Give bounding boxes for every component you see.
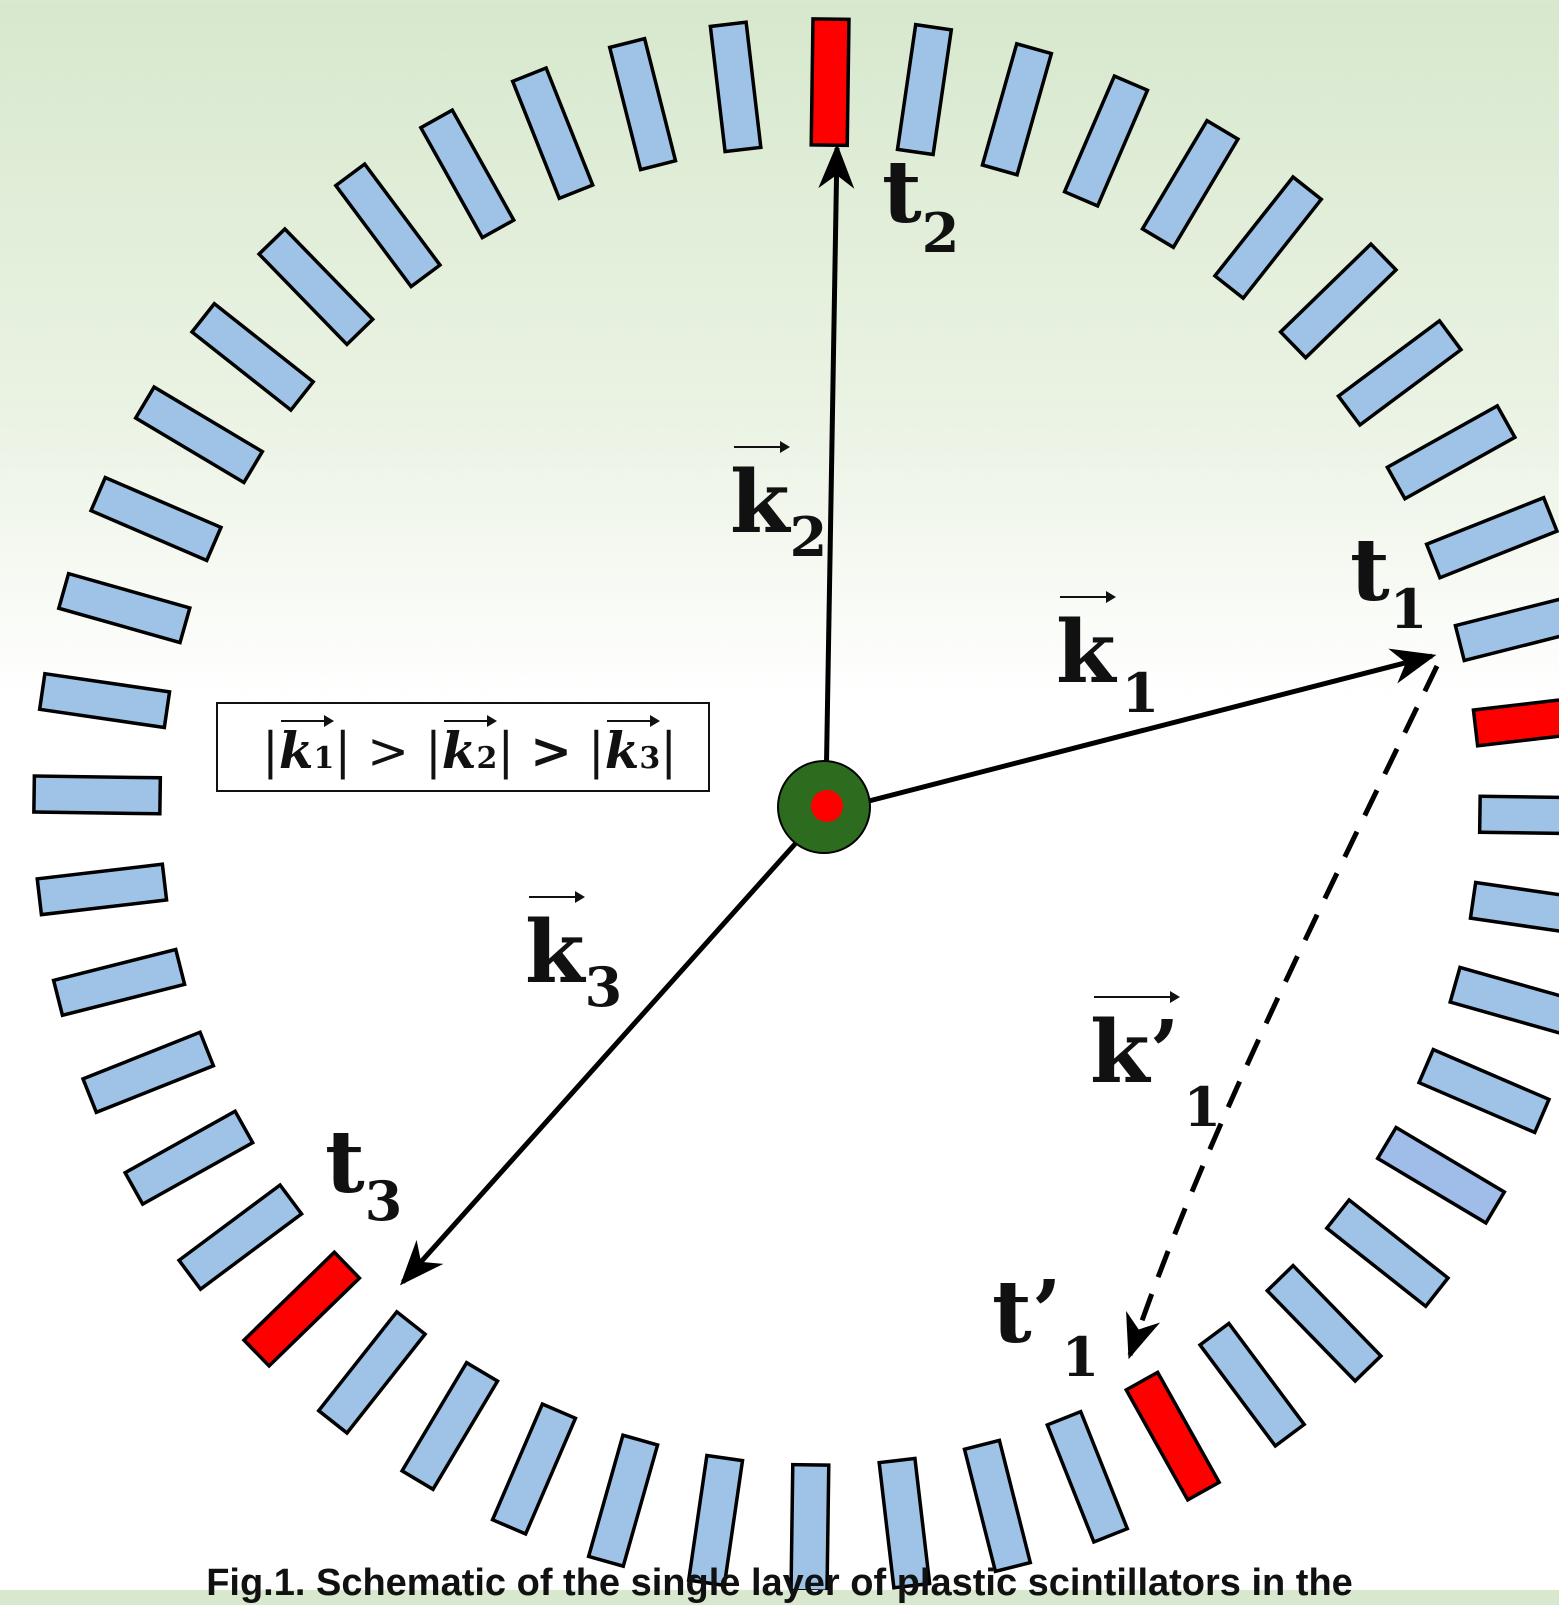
scintillator-strip-hit xyxy=(1471,693,1559,748)
scintillator-strip xyxy=(980,41,1054,177)
momentum-relation: |k1| > |k2| > |k3| xyxy=(262,715,678,780)
figure-caption: Fig.1. Schematic of the single layer of … xyxy=(206,1562,1353,1604)
label-t2: t2 xyxy=(882,142,960,265)
scintillator-strip xyxy=(586,1433,660,1569)
scintillator-strip xyxy=(1140,118,1241,250)
scintillator-strip xyxy=(1324,1197,1451,1309)
scintillator-strip xyxy=(51,947,187,1018)
scintillator-strip xyxy=(133,384,265,485)
scintillator-strip xyxy=(316,1309,428,1436)
scintillator-strip xyxy=(1335,318,1464,428)
scintillator-strip xyxy=(607,36,678,172)
label-k1-prime: k’1 xyxy=(1090,991,1222,1139)
scintillator-strip-hit xyxy=(1123,1369,1222,1503)
scintillator-strip xyxy=(877,1456,932,1590)
scintillator-strip xyxy=(708,20,763,154)
scintillator-strip xyxy=(962,1438,1033,1574)
scintillator-strip xyxy=(510,65,595,201)
scintillator-strip xyxy=(122,1108,256,1207)
scintillator-strip xyxy=(80,1030,216,1115)
label-t3: t3 xyxy=(325,1112,403,1233)
annihilation-point xyxy=(811,790,843,822)
scintillator-strip xyxy=(1062,73,1150,209)
k1-prime-scatter-path xyxy=(1126,664,1440,1360)
scintillator-strip-hit xyxy=(241,1249,362,1369)
label-t1-prime: t’1 xyxy=(992,1262,1100,1389)
scintillator-strip xyxy=(1045,1409,1130,1545)
scintillator-strip-hit xyxy=(809,17,851,148)
scintillator-strip xyxy=(256,226,376,347)
k2-vector-arrow xyxy=(818,143,855,794)
momentum-relation-box: |k1| > |k2| > |k3| xyxy=(216,702,710,792)
scintillator-strip xyxy=(1453,592,1559,663)
scintillator-strip xyxy=(37,671,172,730)
scintillator-strip xyxy=(1384,403,1518,502)
scintillator-strip xyxy=(189,301,316,413)
k1-vector-arrow xyxy=(825,648,1437,815)
k3-vector-arrow xyxy=(399,823,814,1286)
scintillator-strip xyxy=(333,161,443,290)
scintillator-strip xyxy=(1477,794,1559,836)
scintillator-strip xyxy=(686,1453,745,1588)
scintillator-strip xyxy=(1197,1320,1307,1449)
scintillator-ring xyxy=(32,17,1559,1590)
scintillator-strip xyxy=(490,1401,578,1537)
scintillator-strip xyxy=(176,1182,305,1292)
scintillator-strip xyxy=(1448,965,1559,1039)
scintillator-strip xyxy=(1264,1263,1384,1384)
scintillator-strip xyxy=(789,1462,831,1590)
scintillator-strip xyxy=(895,22,954,157)
scintillator-strip xyxy=(32,774,163,816)
scintillator-strip xyxy=(1424,495,1559,580)
scintillator-strip xyxy=(56,571,192,645)
label-t1: t1 xyxy=(1350,520,1428,641)
scintillator-strip xyxy=(418,107,517,241)
scintillator-strip xyxy=(399,1360,500,1492)
scintillator-strip xyxy=(1212,174,1324,301)
scintillator-strip xyxy=(1468,880,1559,939)
label-k2: k2 xyxy=(730,441,828,569)
scintillator-strip xyxy=(88,475,224,563)
scintillator-strip xyxy=(35,862,169,917)
label-k3: k3 xyxy=(525,891,623,1019)
scintillator-strip xyxy=(1416,1047,1552,1135)
scintillator-strip xyxy=(1375,1125,1507,1226)
scintillator-strip xyxy=(1278,241,1399,361)
